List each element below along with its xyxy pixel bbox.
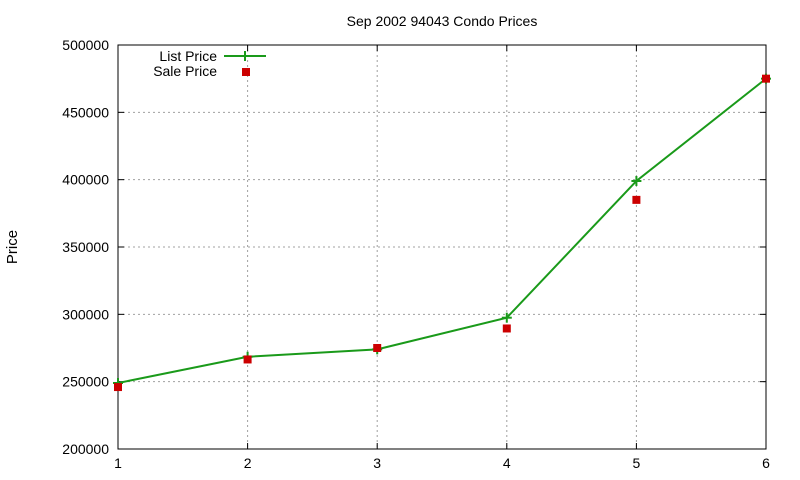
y-tick-label: 450000 — [62, 104, 109, 120]
legend-marker-sale-price — [242, 68, 250, 76]
data-point-sale-price — [502, 324, 511, 333]
y-tick-label: 350000 — [62, 239, 109, 255]
data-point-sale-price — [762, 74, 770, 83]
x-tick-label: 5 — [633, 455, 641, 471]
chart-title: Sep 2002 94043 Condo Prices — [347, 13, 538, 29]
y-tick-label: 500000 — [62, 37, 109, 53]
series-sale-price — [114, 74, 770, 392]
legend: List Price Sale Price — [153, 48, 266, 79]
legend-label-sale-price: Sale Price — [153, 63, 217, 79]
plot-series — [113, 73, 771, 392]
x-tick-label: 1 — [114, 455, 122, 471]
series-list-price — [113, 73, 771, 389]
y-axis-label: Price — [4, 230, 21, 264]
data-point-sale-price — [114, 383, 122, 392]
x-tick-label: 2 — [244, 455, 252, 471]
y-tick-label: 250000 — [62, 374, 109, 390]
x-tick-label: 3 — [373, 455, 381, 471]
data-point-sale-price — [243, 355, 252, 364]
series-line-list-price — [117, 77, 767, 384]
data-point-sale-price — [632, 195, 641, 204]
y-tick-label: 300000 — [62, 306, 109, 322]
axis-ticks: 1 2 3 4 5 6 200000 250000 300000 350000 400000 4500… — [62, 37, 770, 471]
y-tick-label: 400000 — [62, 172, 109, 188]
x-tick-label: 6 — [762, 455, 770, 471]
legend-label-list-price: List Price — [159, 48, 217, 64]
legend-marker-list-price — [240, 51, 250, 61]
y-tick-label: 200000 — [62, 441, 109, 457]
gridlines — [118, 45, 766, 449]
data-point-list-price — [631, 176, 642, 187]
data-point-sale-price — [373, 344, 382, 352]
x-tick-label: 4 — [503, 455, 511, 471]
data-point-list-price — [501, 312, 512, 323]
